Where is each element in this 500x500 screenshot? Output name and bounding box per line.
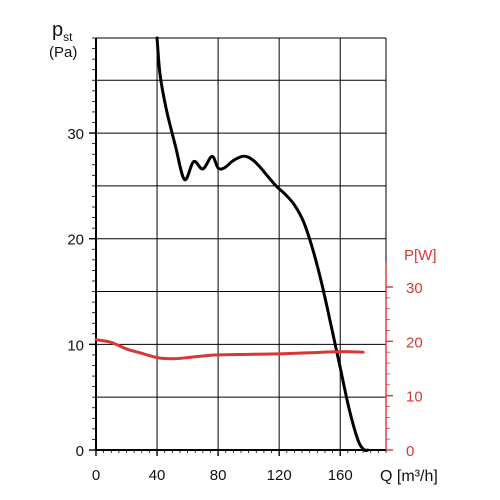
series-layer <box>94 36 370 453</box>
right-minor-ticks <box>386 286 393 451</box>
left-tick-label: 20 <box>67 232 84 249</box>
left-minor-ticks <box>89 37 96 451</box>
grid <box>95 37 387 451</box>
pressure-curve <box>155 36 370 453</box>
left-tick-label: 30 <box>67 126 84 143</box>
left-tick-label: 0 <box>76 443 84 460</box>
right-tick-label: 0 <box>406 443 414 460</box>
right-tick-label: 30 <box>406 280 423 297</box>
x-tick-label: 0 <box>92 467 100 484</box>
left-axis-unit: (Pa) <box>49 44 77 61</box>
x-tick-label: 120 <box>267 467 292 484</box>
left-tick-label: 10 <box>67 337 84 354</box>
x-tick-label: 80 <box>210 467 227 484</box>
right-tick-label: 20 <box>406 334 423 351</box>
power-curve <box>94 338 365 361</box>
left-axis-label-sub: st <box>63 30 73 44</box>
right-tick-label: 10 <box>406 389 423 406</box>
right-axis-label: P[W] <box>404 247 437 264</box>
x-tick-label: 40 <box>149 467 166 484</box>
x-tick-label: 160 <box>328 467 353 484</box>
x-axis-ticks: 0 40 80 120 160 <box>92 450 387 484</box>
right-axis-ticks: 0 10 20 30 <box>406 280 423 460</box>
x-axis-label: Q [m³/h] <box>380 468 438 485</box>
left-axis-ticks: 0 10 20 30 <box>67 126 84 460</box>
left-axis-label: pst <box>52 19 73 44</box>
